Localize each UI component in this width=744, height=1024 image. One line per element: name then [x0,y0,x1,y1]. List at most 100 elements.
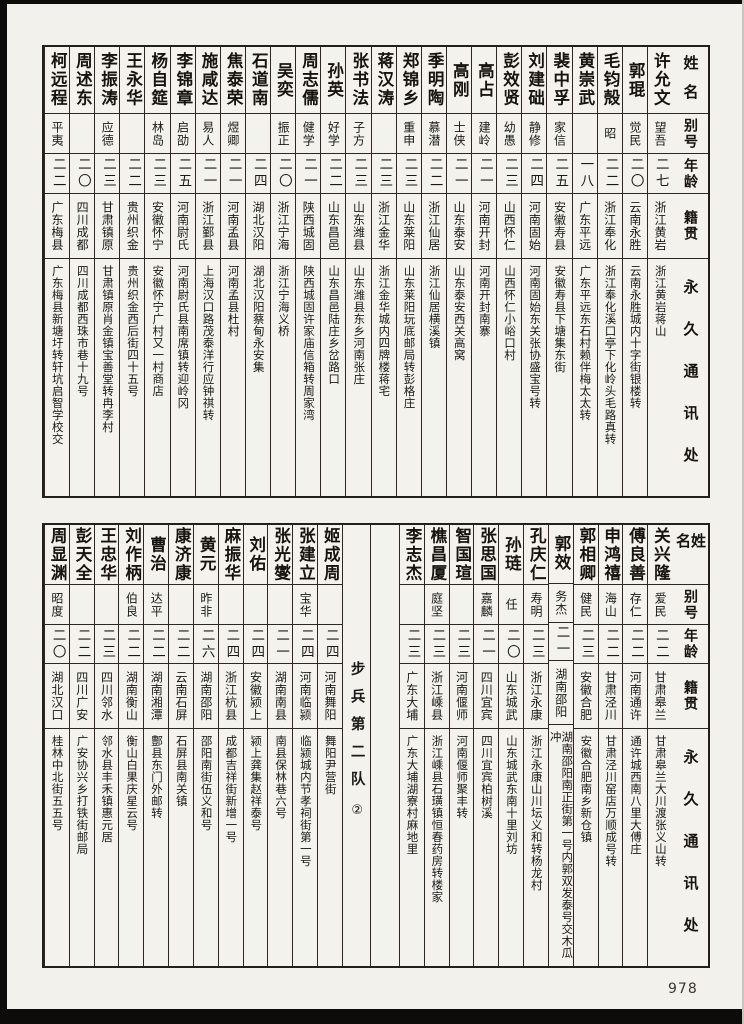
person-address: 石屏县南关镇 [174,735,189,807]
person-alias-cell: 昭 [597,114,622,154]
person-alias: 启劭 [175,120,190,147]
person-name-cell: 王忠华 [94,525,119,585]
person-native-place: 浙江仙居 [426,201,441,251]
person-native-cell: 湖南湘潭 [144,664,169,729]
person-address-cell: 贵州织金西后街四十五号 [120,259,144,496]
person-alias-cell: 应德 [95,114,120,154]
person-address: 河南固始东关张协盛宝号转 [528,265,543,409]
person-address-cell: 桂林中北街五五号 [45,729,69,966]
person-age: 二二 [628,627,644,661]
person-address-cell: 衡山白果庆星云号 [119,729,143,966]
person-name: 张光燮 [271,526,291,583]
person-alias: 庭坚 [429,591,444,618]
person-native-place: 云南石屏 [174,671,189,721]
person-native-place: 山东昌邑 [326,201,341,251]
person-native-cell: 甘肃皋兰 [648,664,672,729]
roster-table-bottom: 姓名 别号 年龄 籍贯 永久通讯处 关兴隆 爱民 二二 甘肃皋兰 甘肃皋兰大川渡… [42,523,710,968]
person-alias-cell [94,585,119,625]
person-alias: 子方 [351,120,366,147]
person-address-cell: 安徽合肥南乡新仓镇 [574,729,598,966]
person-alias: 平夷 [49,120,64,147]
person-name: 姬成周 [321,526,341,583]
person-age: 二〇 [503,627,520,661]
person-alias-cell [449,585,474,625]
person-age-cell: 二一 [220,154,245,194]
person-column: 裴中孚 家信 二五 安徽寿县 安徽寿县下塘集东街 [546,47,572,496]
person-column: 曹治 达平 二二 湖南湘潭 鄷县东门外邮转 [143,525,169,966]
bottom-left-people-group: 姬成周 二四 河南舞阳 舞阳尹营街 张建立 宝华 二四 河南临颍 临颍城内节孝祠… [43,525,342,966]
person-age: 二三 [404,627,421,661]
person-age: 二三 [501,157,518,190]
person-alias-cell: 家信 [547,114,572,154]
person-age: 二一 [300,157,317,190]
person-name: 李锦章 [173,52,193,108]
person-name: 刘作柄 [122,526,142,583]
person-native-place: 湖北汉口 [49,671,64,721]
person-address: 河南偃师聚丰转 [455,735,470,819]
person-column: 黄崇武 一八 广东平远 广东平远东石村赖伴梅太太转 [571,47,597,496]
person-address: 邵阳南街伍义和号 [199,735,214,831]
person-alias: 昨非 [198,591,213,618]
person-name: 孔庆仁 [527,526,547,583]
person-column: 康济康 二二 云南石屏 石屏县南关镇 [168,525,193,966]
person-age-cell: 二三 [573,625,598,664]
person-column: 傅良善 存仁 二二 河南通许 通许城西南八里大傅庄 [622,525,648,966]
person-address-cell: 浙江永康山川坛义和转杨龙村 [524,729,548,966]
person-age-cell: 二二 [648,625,672,664]
bottom-right-people-group: 关兴隆 爱民 二二 甘肃皋兰 甘肃皋兰大川渡张义山转 傅良善 存仁 二二 河南通… [398,525,672,966]
header-alias: 别号 [672,585,708,625]
person-age-cell: 二二 [598,625,623,664]
person-alias: 易人 [200,120,215,147]
person-address: 鄷县东门外邮转 [149,735,164,819]
person-native-cell: 浙江鄞县 [195,194,220,259]
person-address: 衡山白果庆星云号 [125,735,140,831]
person-name: 张思国 [477,526,497,583]
scan-edge-left [0,0,7,1024]
person-alias-cell: 士侠 [446,114,471,154]
person-name: 周显渊 [48,526,68,583]
header-address: 永久通讯处 [681,749,700,959]
person-age-cell: 二三 [371,154,396,194]
person-native-place: 湖南邵阳 [198,671,213,721]
person-native-cell: 河南临颍 [293,664,318,729]
person-alias-cell [371,114,396,154]
person-native-cell: 河南开封 [472,194,497,259]
person-age-cell: 二二 [144,625,169,664]
person-address: 河南开封南寨 [477,265,492,337]
person-name: 裴中孚 [550,52,570,108]
person-age: 二〇 [275,157,292,190]
person-age: 二二 [326,157,343,190]
person-native-place: 安徽寿县 [552,201,567,251]
person-name: 李振涛 [98,52,118,108]
person-name-cell: 周显渊 [44,525,69,585]
person-alias-cell: 庭坚 [424,585,449,625]
person-address: 上海汉口路茂泰洋行应钟祺转 [201,265,216,421]
person-native-cell: 四川邻水 [94,664,119,729]
person-alias-cell [268,585,293,625]
person-name: 石道南 [249,52,269,108]
person-alias: 望吾 [652,120,667,147]
person-name: 吴奕 [274,61,294,99]
person-native-cell: 山西怀仁 [497,194,522,259]
person-age-cell: 二一 [474,625,499,664]
person-column: 孔庆仁 寿明 二三 浙江永康 浙江永康山川坛义和转杨龙村 [523,525,548,966]
person-name: 王忠华 [97,526,117,583]
person-alias-cell: 觉民 [622,114,647,154]
unit-divider-label: 步兵第二队 [348,661,365,799]
person-address: 湖北汉阳蔡甸永安集 [251,265,266,373]
person-age: 二三 [99,627,116,661]
unit-divider-number-mark: ② [349,802,365,818]
person-address-cell: 邻水县丰禾镇惠元居 [95,729,119,966]
person-name: 施咸达 [198,52,218,108]
person-name-cell: 彭效贤 [497,47,522,114]
person-alias-cell [120,114,145,154]
person-native-cell: 山东城武 [499,664,524,729]
person-name-cell: 姬成周 [318,525,342,585]
header-column: 姓名 别号 年龄 籍贯 永久通讯处 [672,47,708,496]
person-age: 二三 [351,157,368,190]
person-name: 黄崇武 [575,52,595,108]
person-age: 二四 [250,157,267,190]
person-native-place: 浙江黄岩 [652,201,667,251]
person-age: 二一 [225,157,242,190]
person-address: 山东泰安西关高窝 [452,265,467,361]
